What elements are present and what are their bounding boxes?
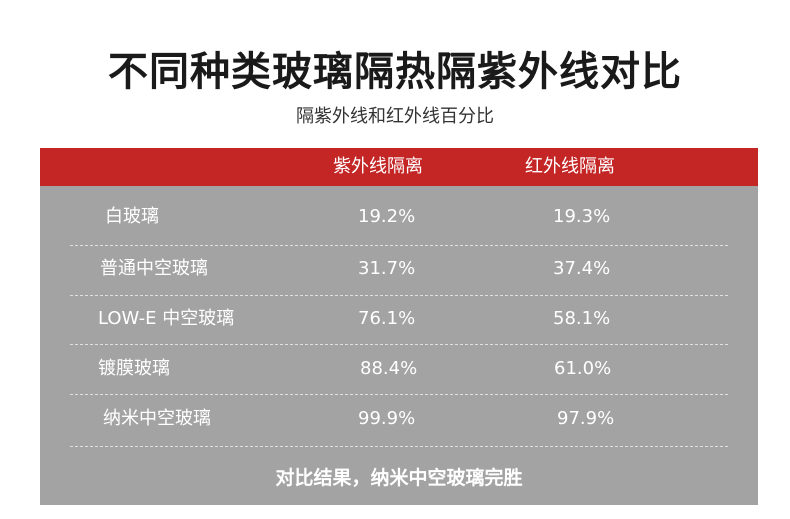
row-divider: [70, 446, 728, 447]
table-row: 镀膜玻璃 88.4% 61.0%: [40, 344, 758, 394]
table-row: 纳米中空玻璃 99.9% 97.9%: [40, 394, 758, 444]
row-divider: [70, 295, 728, 296]
table-row: LOW-E 中空玻璃 76.1% 58.1%: [40, 294, 758, 344]
table-header: 紫外线隔离 红外线隔离: [40, 148, 758, 186]
glass-type-cell: LOW-E 中空玻璃: [98, 308, 235, 329]
ir-value-cell: 97.9%: [557, 408, 615, 429]
row-divider: [70, 245, 728, 246]
page-subtitle: 隔紫外线和红外线百分比: [296, 106, 494, 127]
ir-value-cell: 58.1%: [553, 308, 611, 329]
header-ir-isolation: 红外线隔离: [525, 156, 615, 177]
ir-value-cell: 37.4%: [553, 258, 611, 279]
row-divider: [70, 394, 728, 395]
table-row: 白玻璃 19.2% 19.3%: [40, 192, 758, 242]
glass-type-cell: 纳米中空玻璃: [103, 408, 211, 429]
uv-value-cell: 88.4%: [360, 358, 418, 379]
row-divider: [70, 344, 728, 345]
uv-value-cell: 19.2%: [358, 206, 416, 227]
glass-type-cell: 镀膜玻璃: [98, 358, 170, 379]
comparison-table: 紫外线隔离 红外线隔离 白玻璃 19.2% 19.3% 普通中空玻璃 31.7%…: [40, 148, 758, 505]
glass-type-cell: 白玻璃: [105, 206, 159, 227]
header-uv-isolation: 紫外线隔离: [333, 156, 423, 177]
glass-type-cell: 普通中空玻璃: [100, 258, 208, 279]
ir-value-cell: 61.0%: [554, 358, 612, 379]
uv-value-cell: 31.7%: [358, 258, 416, 279]
conclusion-text: 对比结果，纳米中空玻璃完胜: [275, 467, 523, 489]
ir-value-cell: 19.3%: [553, 206, 611, 227]
page-title: 不同种类玻璃隔热隔紫外线对比: [108, 49, 682, 95]
uv-value-cell: 99.9%: [358, 408, 416, 429]
uv-value-cell: 76.1%: [358, 308, 416, 329]
table-row: 普通中空玻璃 31.7% 37.4%: [40, 244, 758, 294]
